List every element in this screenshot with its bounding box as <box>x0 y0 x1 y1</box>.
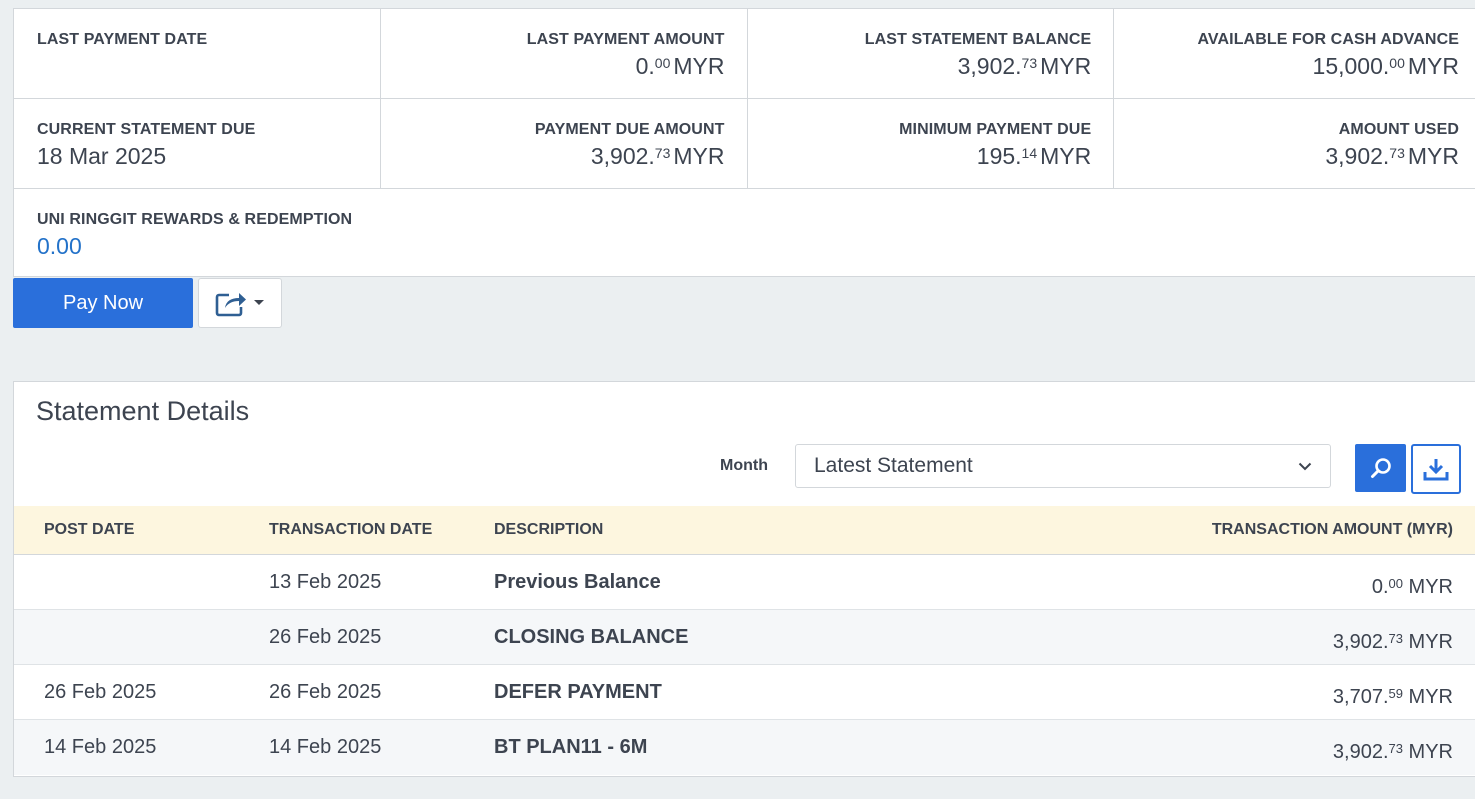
available-cash-advance-label: AVAILABLE FOR CASH ADVANCE <box>1197 31 1459 48</box>
transaction-amount: 0.00 MYR <box>1371 576 1453 598</box>
table-row[interactable]: 26 Feb 2025 CLOSING BALANCE 3,902.73 MYR <box>14 610 1475 665</box>
transaction-date: 26 Feb 2025 <box>269 681 382 703</box>
month-selected-value: Latest Statement <box>814 454 973 477</box>
transaction-amount: 3,902.73 MYR <box>1332 631 1453 653</box>
available-cash-advance-value: 15,000.00 MYR <box>1312 53 1459 79</box>
transaction-date: 26 Feb 2025 <box>269 626 382 648</box>
last-statement-balance-value: 3,902.73 MYR <box>957 53 1092 79</box>
transaction-date: 13 Feb 2025 <box>269 571 382 593</box>
search-button[interactable] <box>1355 444 1406 492</box>
last-payment-date-label: LAST PAYMENT DATE <box>37 31 208 48</box>
search-icon <box>1370 458 1391 478</box>
download-icon <box>1423 459 1449 481</box>
payment-due-amount-label: PAYMENT DUE AMOUNT <box>534 121 725 138</box>
last-payment-amount-value: 0.00 MYR <box>635 53 725 79</box>
description: CLOSING BALANCE <box>494 626 689 648</box>
transactions-table-header: POST DATE TRANSACTION DATE DESCRIPTION T… <box>14 506 1475 555</box>
description: BT PLAN11 - 6M <box>494 736 648 758</box>
last-statement-balance: LAST STATEMENT BALANCE 3,902.73 MYR <box>748 9 1115 98</box>
current-statement-due: CURRENT STATEMENT DUE 18 Mar 2025 <box>14 99 381 188</box>
table-row[interactable]: 14 Feb 2025 14 Feb 2025 BT PLAN11 - 6M 3… <box>14 720 1475 775</box>
available-cash-advance: AVAILABLE FOR CASH ADVANCE 15,000.00 MYR <box>1114 9 1475 98</box>
current-statement-due-value: 18 Mar 2025 <box>37 143 167 169</box>
last-payment-amount: LAST PAYMENT AMOUNT 0.00 MYR <box>381 9 748 98</box>
amount-used-label: AMOUNT USED <box>1338 121 1459 138</box>
post-date: 26 Feb 2025 <box>44 681 157 703</box>
minimum-payment-due-value: 195.14 MYR <box>976 143 1092 169</box>
last-statement-balance-label: LAST STATEMENT BALANCE <box>864 31 1092 48</box>
last-payment-date: LAST PAYMENT DATE <box>14 9 381 98</box>
transaction-amount: 3,902.73 MYR <box>1332 741 1453 763</box>
statement-details-panel: Statement Details Month Latest Statement… <box>13 381 1475 777</box>
share-icon <box>215 293 246 317</box>
col-transaction-amount[interactable]: TRANSACTION AMOUNT (MYR) <box>1211 521 1453 538</box>
table-row[interactable]: 13 Feb 2025 Previous Balance 0.00 MYR <box>14 555 1475 610</box>
amount-used-value: 3,902.73 MYR <box>1325 143 1459 169</box>
minimum-payment-due: MINIMUM PAYMENT DUE 195.14 MYR <box>748 99 1115 188</box>
pay-now-button[interactable]: Pay Now <box>13 278 193 328</box>
rewards: UNI RINGGIT REWARDS & REDEMPTION 0.00 <box>14 189 368 278</box>
description: DEFER PAYMENT <box>494 681 662 703</box>
rewards-label: UNI RINGGIT REWARDS & REDEMPTION <box>37 211 353 228</box>
month-label: Month <box>720 457 768 474</box>
col-description[interactable]: DESCRIPTION <box>494 521 604 538</box>
month-select[interactable]: Latest Statement <box>795 444 1331 488</box>
minimum-payment-due-label: MINIMUM PAYMENT DUE <box>899 121 1092 138</box>
caret-down-icon <box>254 300 264 305</box>
table-row[interactable]: 26 Feb 2025 26 Feb 2025 DEFER PAYMENT 3,… <box>14 665 1475 720</box>
amount-used: AMOUNT USED 3,902.73 MYR <box>1114 99 1475 188</box>
account-summary: LAST PAYMENT DATE LAST PAYMENT AMOUNT 0.… <box>13 8 1475 277</box>
last-payment-amount-label: LAST PAYMENT AMOUNT <box>526 31 725 48</box>
payment-due-amount-value: 3,902.73 MYR <box>590 143 725 169</box>
col-post-date[interactable]: POST DATE <box>44 521 135 538</box>
share-dropdown-button[interactable] <box>198 278 282 328</box>
chevron-down-icon <box>1298 462 1312 470</box>
post-date: 14 Feb 2025 <box>44 736 157 758</box>
transaction-amount: 3,707.59 MYR <box>1332 686 1453 708</box>
current-statement-due-label: CURRENT STATEMENT DUE <box>37 121 256 138</box>
payment-due-amount: PAYMENT DUE AMOUNT 3,902.73 MYR <box>381 99 748 188</box>
description: Previous Balance <box>494 571 661 593</box>
download-button[interactable] <box>1411 444 1461 494</box>
col-transaction-date[interactable]: TRANSACTION DATE <box>269 521 433 538</box>
statement-details-title: Statement Details <box>36 396 250 426</box>
rewards-value-link[interactable]: 0.00 <box>37 233 82 259</box>
transaction-date: 14 Feb 2025 <box>269 736 382 758</box>
